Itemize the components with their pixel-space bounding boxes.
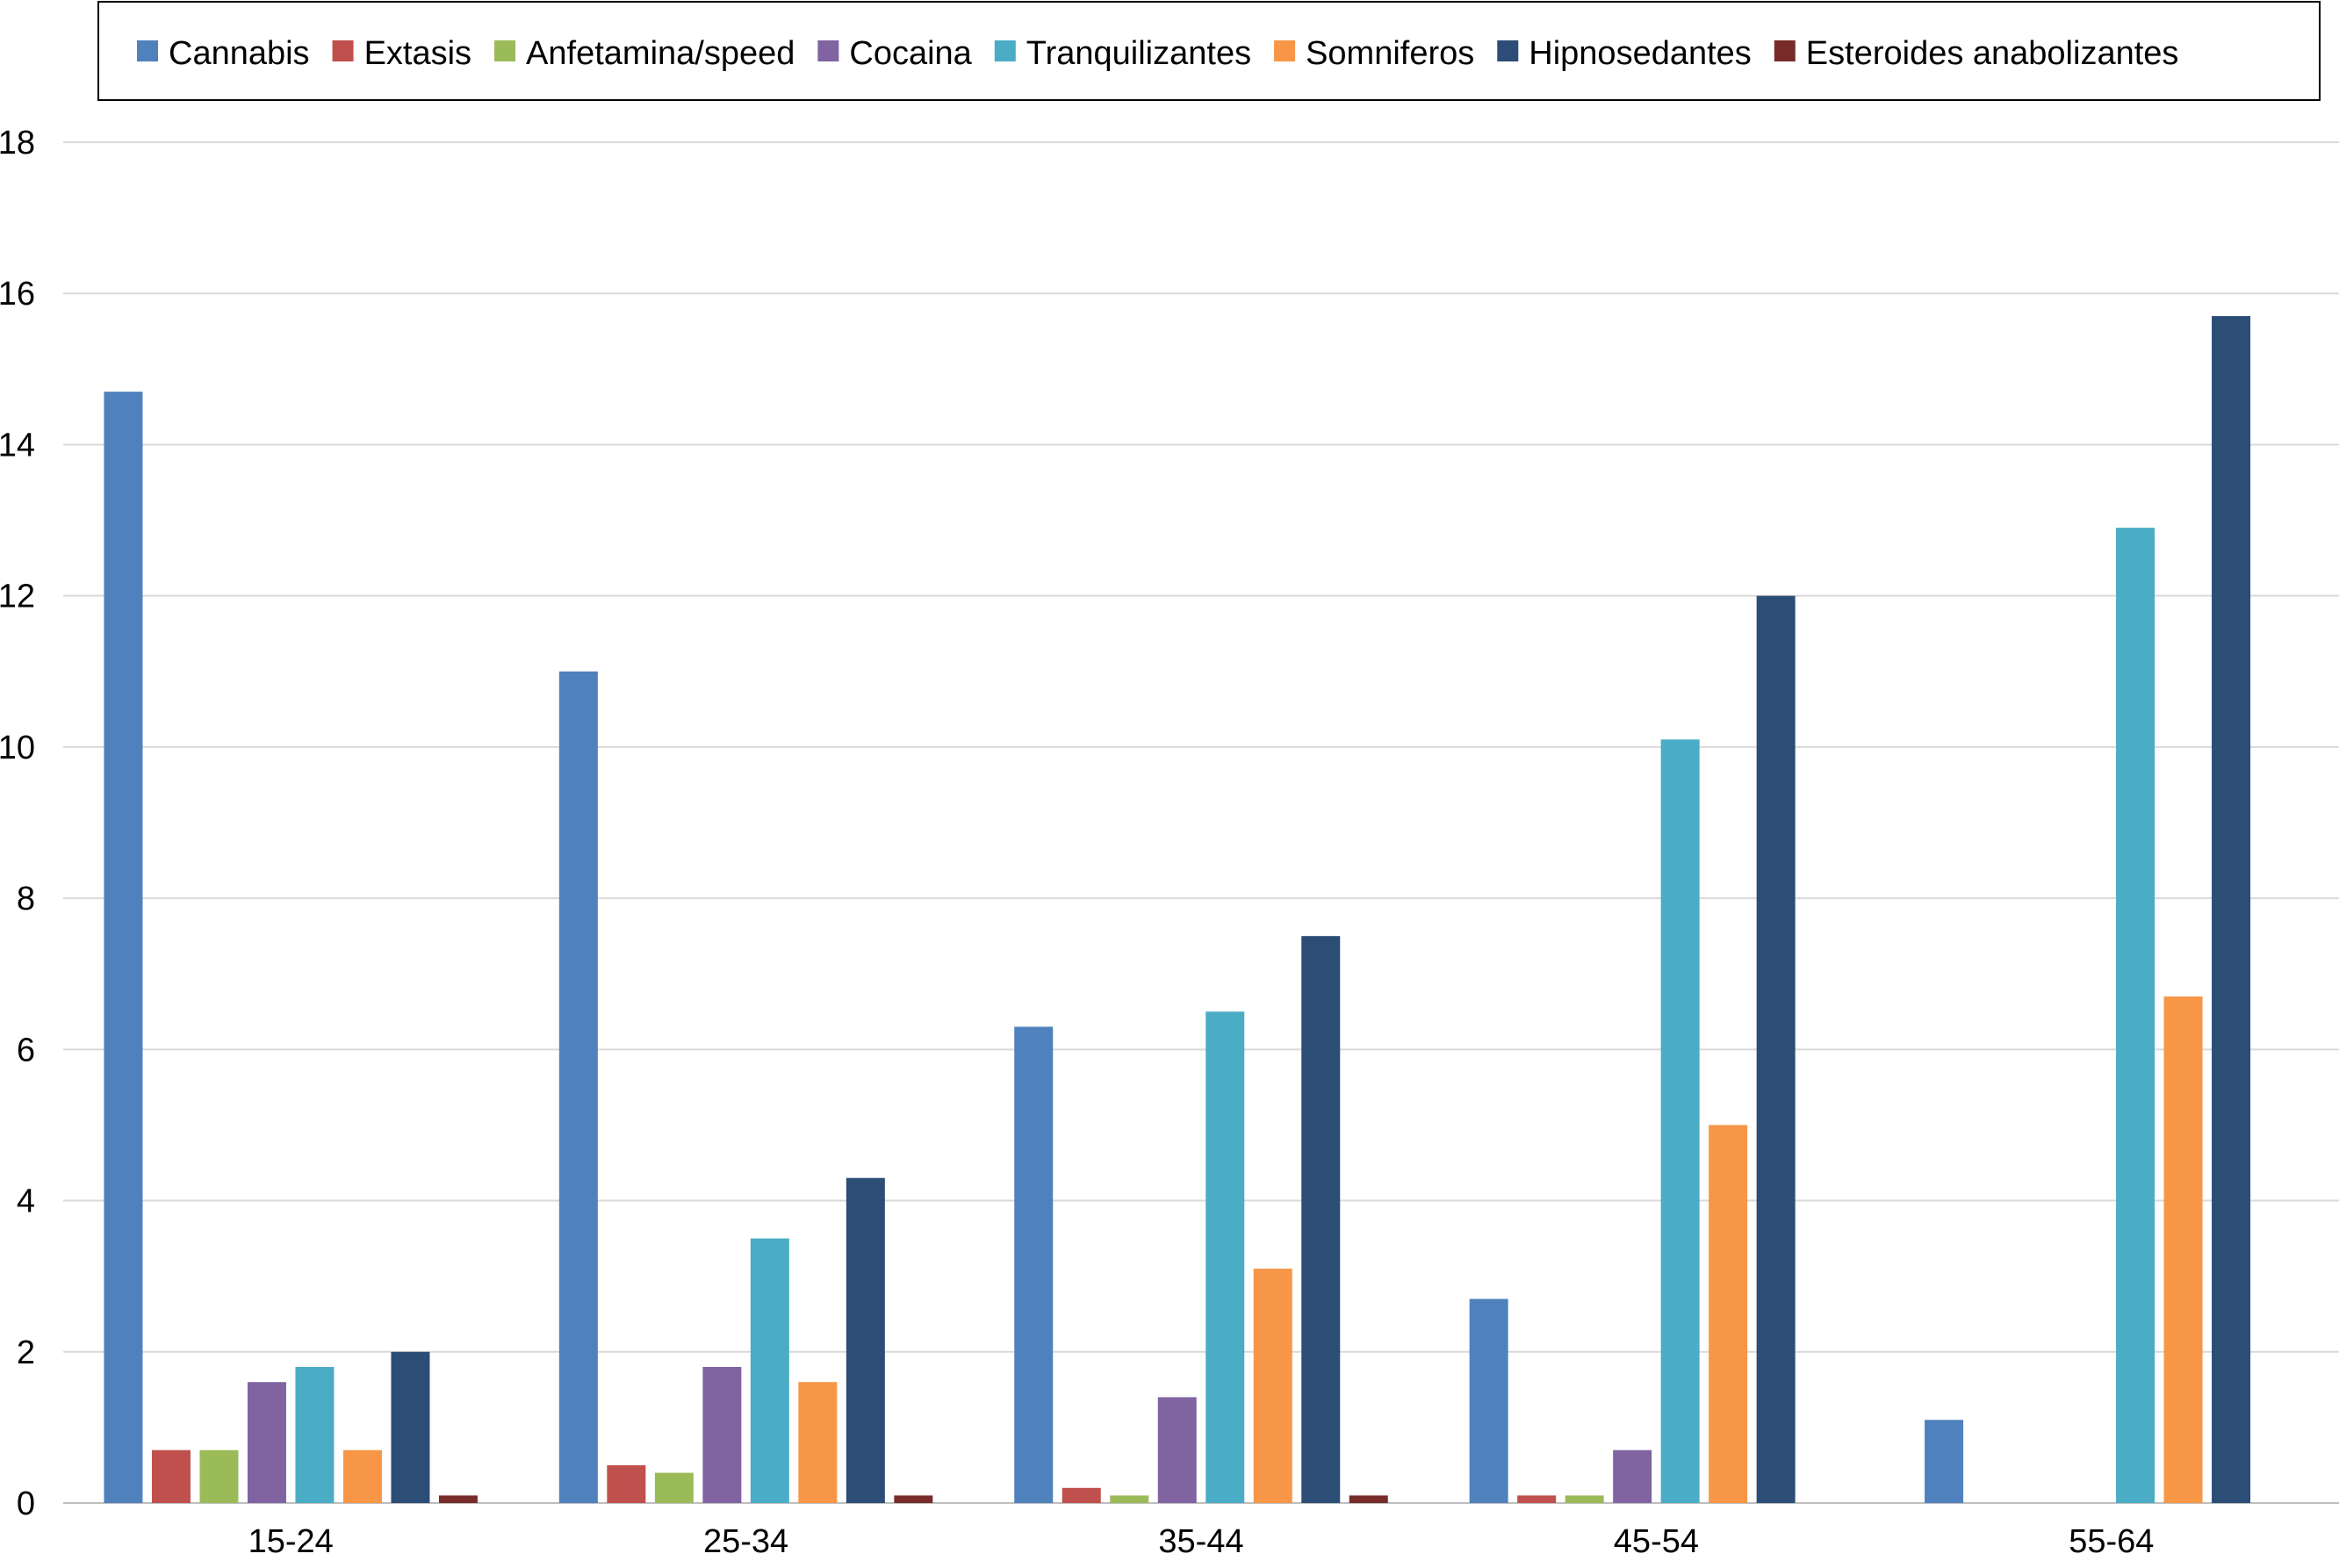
- bar-tranquilizantes-15-24: [295, 1367, 335, 1503]
- bar-esteroides-anabolizantes-15-24: [438, 1495, 478, 1503]
- x-tick-label: 35-44: [1158, 1523, 1243, 1560]
- x-tick-label: 45-54: [1614, 1523, 1699, 1560]
- gridlines: [63, 141, 2339, 1504]
- bar-anfetamina-speed-25-34: [654, 1472, 694, 1503]
- legend-swatch-extasis: [332, 40, 354, 61]
- y-tick-label: 18: [0, 125, 35, 162]
- legend-label-hipnosedantes: Hipnosedantes: [1529, 35, 1752, 72]
- x-tick-label: 15-24: [248, 1523, 334, 1560]
- x-tick-label: 55-64: [2069, 1523, 2154, 1560]
- bar-esteroides-anabolizantes-25-34: [894, 1495, 933, 1503]
- legend-label-somniferos: Somniferos: [1306, 35, 1474, 72]
- bar-somniferos-45-54: [1709, 1125, 1748, 1503]
- bar-cocaina-45-54: [1613, 1449, 1652, 1503]
- y-tick-label: 8: [17, 881, 35, 917]
- bar-somniferos-15-24: [342, 1449, 382, 1503]
- legend-label-cocaina: Cocaina: [849, 35, 972, 72]
- bar-tranquilizantes-55-64: [2116, 528, 2155, 1503]
- legend-swatch-esteroides-anabolizantes: [1774, 40, 1796, 61]
- y-tick-label: 2: [17, 1334, 35, 1371]
- bar-tranquilizantes-25-34: [750, 1238, 789, 1503]
- bar-esteroides-anabolizantes-35-44: [1349, 1495, 1388, 1503]
- legend: Cannabis Extasis Anfetamina/speed Cocaina Tr…: [137, 35, 2178, 72]
- bar-anfetamina-speed-15-24: [199, 1449, 239, 1503]
- bar-cocaina-25-34: [702, 1367, 742, 1503]
- bar-cannabis-25-34: [558, 671, 598, 1503]
- x-axis: 15-24 25-34 35-44 45-54 55-64: [248, 1523, 2155, 1560]
- bar-extasis-35-44: [1062, 1487, 1101, 1503]
- legend-label-cannabis: Cannabis: [169, 35, 310, 72]
- bar-cocaina-35-44: [1157, 1397, 1197, 1503]
- bar-cannabis-45-54: [1469, 1298, 1508, 1503]
- y-tick-label: 12: [0, 579, 35, 615]
- bar-hipnosedantes-55-64: [2212, 316, 2251, 1503]
- bar-somniferos-25-34: [798, 1382, 838, 1503]
- y-tick-label: 14: [0, 427, 35, 464]
- bar-cocaina-15-24: [247, 1382, 286, 1503]
- legend-label-esteroides-anabolizantes: Esteroides anabolizantes: [1806, 35, 2179, 72]
- legend-label-tranquilizantes: Tranquilizantes: [1026, 35, 1251, 72]
- y-tick-label: 6: [17, 1032, 35, 1068]
- y-tick-label: 16: [0, 276, 35, 313]
- bar-hipnosedantes-25-34: [846, 1177, 885, 1503]
- legend-box: [97, 1, 2321, 101]
- bar-tranquilizantes-35-44: [1205, 1011, 1245, 1503]
- y-axis: 0 2 4 6 8 10 12 14 16 18: [0, 125, 35, 1522]
- x-tick-label: 25-34: [703, 1523, 788, 1560]
- bar-extasis-15-24: [151, 1449, 191, 1503]
- legend-swatch-somniferos: [1274, 40, 1296, 61]
- bar-hipnosedantes-45-54: [1756, 595, 1796, 1503]
- bar-anfetamina-speed-45-54: [1565, 1495, 1604, 1503]
- bar-somniferos-55-64: [2163, 996, 2203, 1503]
- legend-swatch-cocaina: [817, 40, 839, 61]
- y-tick-label: 10: [0, 730, 35, 766]
- legend-label-extasis: Extasis: [364, 35, 471, 72]
- bar-extasis-45-54: [1517, 1495, 1557, 1503]
- bar-somniferos-35-44: [1253, 1269, 1292, 1503]
- legend-swatch-tranquilizantes: [994, 40, 1016, 61]
- bar-hipnosedantes-35-44: [1301, 936, 1341, 1503]
- y-tick-label: 0: [17, 1485, 35, 1522]
- bar-hipnosedantes-15-24: [391, 1351, 430, 1503]
- legend-swatch-cannabis: [137, 40, 158, 61]
- bar-tranquilizantes-45-54: [1660, 739, 1700, 1503]
- bars: [104, 316, 2251, 1504]
- legend-swatch-hipnosedantes: [1497, 40, 1519, 61]
- bar-cannabis-55-64: [1925, 1420, 1964, 1503]
- legend-swatch-anfetamina-speed: [494, 40, 516, 61]
- y-tick-label: 4: [17, 1183, 35, 1220]
- bar-cannabis-35-44: [1014, 1026, 1054, 1503]
- bar-cannabis-15-24: [104, 392, 143, 1504]
- legend-label-anfetamina-speed: Anfetamina/speed: [526, 35, 795, 72]
- bar-extasis-25-34: [607, 1464, 646, 1503]
- bar-anfetamina-speed-35-44: [1110, 1495, 1149, 1503]
